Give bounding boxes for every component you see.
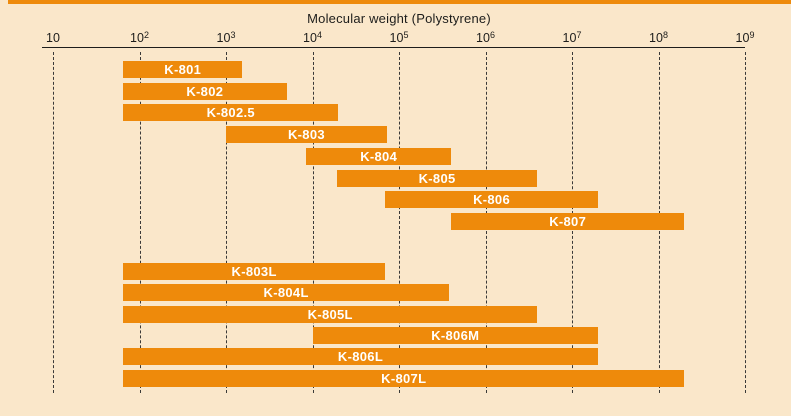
mw-range-bar-K-805L: K-805L: [123, 305, 538, 323]
mw-range-bar-K-806M: K-806M: [312, 326, 598, 344]
chart-title: Molecular weight (Polystyrene): [307, 11, 491, 26]
mw-range-bar-K-804: K-804: [306, 147, 451, 165]
x-axis-tick-label: 103: [216, 30, 236, 46]
decade-gridline: [745, 52, 746, 393]
x-axis-tick-label: 10: [46, 31, 60, 45]
mw-range-bar-K-803: K-803: [226, 126, 387, 144]
mw-range-bar-K-807L: K-807L: [123, 369, 685, 387]
mw-range-bar-K-807: K-807: [450, 212, 685, 230]
mw-range-bar-K-805: K-805: [336, 169, 538, 187]
x-axis-tick-label: 107: [562, 30, 582, 46]
x-axis-tick-label: 104: [303, 30, 322, 46]
x-axis-tick-label: 106: [476, 30, 495, 46]
bar-label: K-807: [549, 213, 587, 229]
bar-label: K-803: [287, 127, 325, 143]
bar-label: K-805L: [307, 306, 353, 322]
x-axis-tick-label: 109: [735, 30, 755, 46]
mw-range-bar-K-806L: K-806L: [123, 348, 598, 366]
mw-range-bar-K-806: K-806: [385, 191, 598, 209]
decade-gridline: [312, 52, 314, 393]
x-axis-tick-label: 108: [649, 30, 668, 46]
decade-gridline: [139, 52, 141, 393]
mw-range-bar-K-802.5: K-802.5: [123, 104, 339, 122]
mw-range-bar-K-803L: K-803L: [123, 263, 386, 280]
decade-gridline: [226, 52, 227, 393]
x-axis-tick-label: 102: [130, 30, 149, 46]
mw-range-bar-K-804L: K-804L: [123, 284, 450, 302]
bar-label: K-804L: [263, 285, 309, 301]
x-axis-line: [42, 47, 745, 48]
decade-gridline: [53, 52, 54, 393]
bar-label: K-806M: [431, 327, 480, 343]
x-axis-tick-label: 105: [389, 30, 409, 46]
bar-label: K-806: [473, 192, 510, 208]
bar-label: K-803L: [231, 264, 277, 279]
bar-label: K-807L: [381, 370, 427, 386]
bar-label: K-801: [164, 62, 202, 77]
top-rule: [8, 0, 791, 4]
decade-gridline: [399, 52, 400, 393]
bar-label: K-805: [418, 170, 456, 186]
mw-range-bar-K-802: K-802: [123, 82, 287, 100]
bar-label: K-802.5: [206, 105, 255, 121]
bar-label: K-802: [186, 83, 224, 99]
bar-label: K-806L: [337, 349, 384, 365]
bar-label: K-804: [360, 148, 398, 164]
mw-range-bar-K-801: K-801: [123, 61, 243, 78]
